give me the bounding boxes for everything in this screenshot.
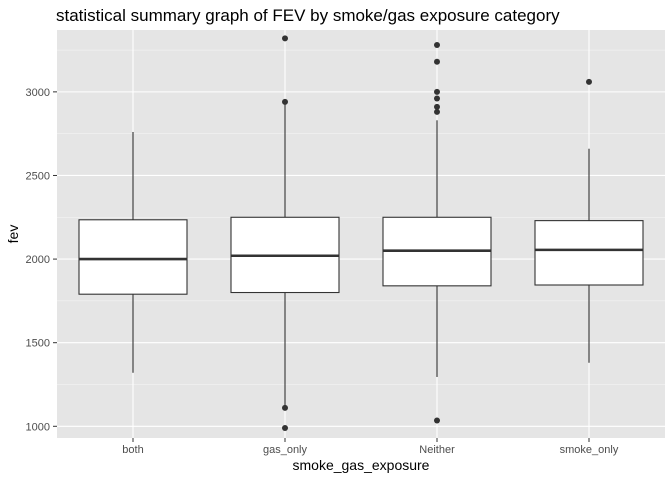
outlier-point bbox=[434, 417, 440, 424]
outlier-point bbox=[282, 424, 288, 431]
y-tick-label: 2500 bbox=[26, 170, 50, 182]
x-tick-label: Neither bbox=[419, 444, 455, 456]
x-axis-title: smoke_gas_exposure bbox=[293, 457, 430, 473]
x-tick-label: both bbox=[122, 444, 143, 456]
outlier-point bbox=[434, 103, 440, 110]
outlier-point bbox=[282, 98, 288, 105]
x-tick-label: gas_only bbox=[263, 444, 308, 456]
box-iqr bbox=[534, 220, 644, 286]
boxes bbox=[78, 35, 644, 431]
x-tick-label: smoke_only bbox=[560, 444, 619, 456]
y-tick-label: 1500 bbox=[26, 338, 50, 350]
box-smoke_only bbox=[534, 78, 644, 363]
y-tick-label: 2000 bbox=[26, 254, 50, 266]
box-Neither bbox=[382, 42, 492, 424]
outlier-point bbox=[434, 88, 440, 95]
outlier-point bbox=[434, 42, 440, 49]
box-gas_only bbox=[230, 35, 340, 431]
y-axis-ticks: 1000 1500 2000 2500 3000 bbox=[26, 87, 57, 433]
outlier-point bbox=[586, 78, 592, 85]
box-iqr bbox=[78, 219, 188, 295]
y-tick-label: 3000 bbox=[26, 87, 50, 99]
y-axis-title: fev bbox=[5, 225, 21, 244]
outlier-point bbox=[434, 95, 440, 102]
outlier-point bbox=[434, 58, 440, 65]
x-axis-ticks: both gas_only Neither smoke_only bbox=[122, 438, 619, 456]
outlier-point bbox=[434, 108, 440, 115]
chart-title: statistical summary graph of FEV by smok… bbox=[56, 6, 560, 25]
box-both bbox=[78, 132, 188, 373]
outlier-point bbox=[282, 35, 288, 42]
outlier-point bbox=[282, 404, 288, 411]
y-tick-label: 1000 bbox=[26, 421, 50, 433]
